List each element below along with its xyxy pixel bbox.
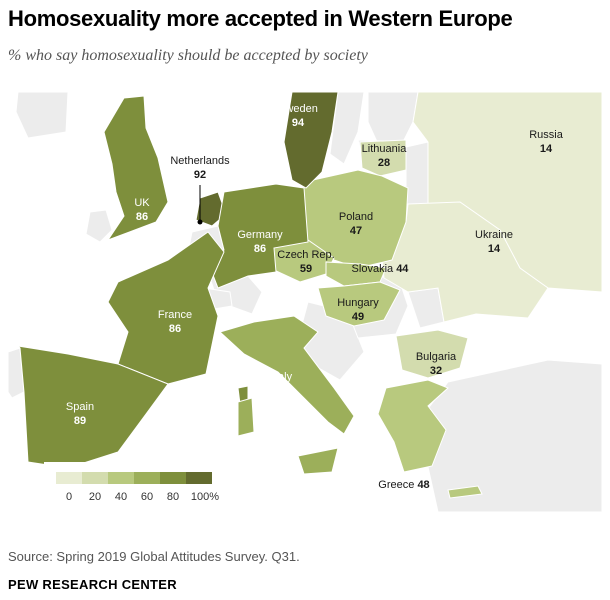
label-russia-name: Russia	[529, 129, 564, 141]
label-poland-value: 47	[350, 225, 362, 237]
lithuania-region	[359, 139, 407, 177]
label-hungary-name: Hungary	[337, 297, 379, 309]
label-germany-name: Germany	[237, 229, 283, 241]
label-slovakia-value: 44	[396, 263, 409, 275]
source-note: Source: Spring 2019 Global Attitudes Sur…	[8, 549, 300, 564]
label-uk-name: UK	[134, 197, 150, 209]
spain-region	[16, 345, 169, 469]
label-greece: Greece 48	[378, 479, 429, 491]
netherlands-dot	[197, 219, 203, 225]
label-ukraine-name: Ukraine	[475, 229, 513, 241]
legend-ticks: 0 20 40 60 80 100%	[66, 491, 219, 503]
legend: 0 20 40 60 80 100%	[44, 462, 244, 508]
legend-swatch-5	[186, 472, 212, 484]
label-france-value: 86	[169, 323, 181, 335]
legend-tick-0: 0	[66, 491, 72, 503]
legend-swatch-2	[108, 472, 134, 484]
label-sweden-value: 94	[292, 117, 305, 129]
uk-region	[103, 95, 169, 242]
legend-swatch-3	[134, 472, 160, 484]
country-labels: UK 86 Netherlands 92 Sweden 94 Germany 86 France…	[66, 103, 564, 491]
label-bulgaria-value: 32	[430, 365, 442, 377]
ireland-shape	[85, 209, 113, 243]
label-poland-name: Poland	[339, 211, 373, 223]
label-italy-name: Italy	[272, 371, 293, 383]
label-lithuania-value: 28	[378, 157, 390, 169]
label-netherlands-name: Netherlands	[170, 155, 230, 167]
germany-region	[207, 183, 309, 289]
legend-swatch-4	[160, 472, 186, 484]
greece-region	[377, 379, 483, 499]
page-title: Homosexuality more accepted in Western E…	[8, 6, 513, 31]
label-hungary-value: 49	[352, 311, 364, 323]
bulgaria-region	[395, 329, 469, 379]
page-subtitle: % who say homosexuality should be accept…	[8, 47, 368, 64]
legend-box	[44, 462, 244, 508]
europe-map-svg: UK 86 Netherlands 92 Sweden 94 Germany 86 France…	[7, 91, 603, 513]
legend-tick-2: 40	[115, 491, 127, 503]
label-czech-name: Czech Rep.	[277, 249, 334, 261]
map: UK 86 Netherlands 92 Sweden 94 Germany 86 France…	[7, 91, 603, 513]
italy-region	[219, 315, 355, 475]
portugal-shape	[7, 347, 25, 399]
hungary-region	[317, 281, 401, 327]
label-lithuania-name: Lithuania	[362, 143, 408, 155]
label-netherlands-value: 92	[194, 169, 206, 181]
label-greece-name: Greece	[378, 479, 417, 491]
legend-swatches	[56, 472, 212, 484]
legend-tick-3: 60	[141, 491, 153, 503]
legend-tick-4: 80	[167, 491, 179, 503]
label-italy-value: 75	[276, 385, 288, 397]
sweden-region	[283, 91, 339, 189]
label-czech-value: 59	[300, 263, 312, 275]
label-france-name: France	[158, 309, 192, 321]
label-russia-value: 14	[540, 143, 553, 155]
label-slovakia-name: Slovakia	[352, 263, 397, 275]
label-slovakia: Slovakia 44	[352, 263, 410, 275]
label-greece-value: 48	[417, 479, 429, 491]
label-bulgaria-name: Bulgaria	[416, 351, 457, 363]
iceland-area-shape	[15, 91, 69, 139]
label-spain-name: Spain	[66, 401, 94, 413]
legend-tick-1: 20	[89, 491, 101, 503]
legend-swatch-0	[56, 472, 82, 484]
label-germany-value: 86	[254, 243, 266, 255]
label-uk-value: 86	[136, 211, 148, 223]
organization-name: PEW RESEARCH CENTER	[8, 577, 177, 592]
label-sweden-name: Sweden	[278, 103, 318, 115]
label-ukraine-value: 14	[488, 243, 501, 255]
legend-swatch-1	[82, 472, 108, 484]
legend-tick-5: 100%	[191, 491, 219, 503]
label-spain-value: 89	[74, 415, 86, 427]
